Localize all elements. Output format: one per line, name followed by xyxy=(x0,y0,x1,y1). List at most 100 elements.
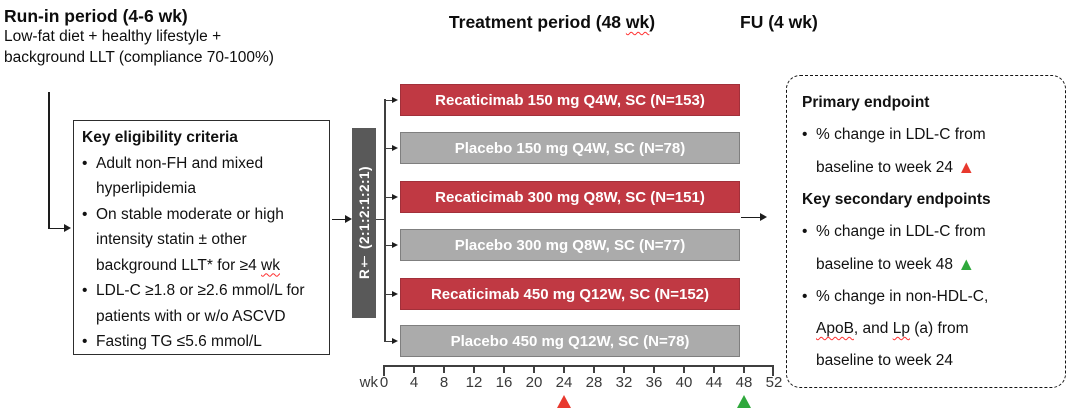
bullet-icon: • xyxy=(802,223,808,240)
arm-bar-recaticimab-150: Recaticimab 150 mg Q4W, SC (N=153) xyxy=(400,84,740,116)
eligibility-item-2: • On stable moderate or high intensity s… xyxy=(82,202,323,279)
primary-endpoint-line-1: % change in LDL-C from xyxy=(816,126,986,143)
eligibility-to-randomization-line xyxy=(332,218,346,221)
axis-tick xyxy=(653,365,655,373)
runin-connector-vertical-line xyxy=(48,92,50,229)
branch-arrowhead-icon xyxy=(392,144,398,151)
axis-tick-label: 52 xyxy=(765,374,783,391)
eligibility-item-1: • Adult non-FH and mixed hyperlipidemia xyxy=(82,151,323,202)
branch-line-arm-4 xyxy=(384,244,393,247)
branch-trunk-line xyxy=(384,99,386,342)
secondary-endpoints-title: Key secondary endpoints xyxy=(802,191,991,208)
green-triangle-icon: ▲ xyxy=(957,254,976,274)
axis-tick-label: 40 xyxy=(675,374,693,391)
bullet-icon: • xyxy=(82,333,88,350)
arm-bar-recaticimab-300: Recaticimab 300 mg Q8W, SC (N=151) xyxy=(400,181,740,213)
branch-line-arm-3 xyxy=(384,196,393,199)
runin-period-title: Run-in period (4-6 wk) xyxy=(4,6,188,26)
runin-connector-horizontal-line xyxy=(48,227,65,230)
bullet-icon: • xyxy=(82,154,88,172)
secondary-endpoint-2-line-2: ApoB, and Lp (a) from xyxy=(816,320,969,337)
branch-arrowhead-icon xyxy=(392,193,398,200)
red-triangle-icon: ▲ xyxy=(957,157,976,177)
branch-stub-line xyxy=(376,218,385,221)
branch-arrowhead-icon xyxy=(392,337,398,344)
axis-tick xyxy=(623,365,625,373)
eligibility-item-4: • Fasting TG ≤5.6 mmol/L xyxy=(82,329,323,355)
secondary-endpoint-2-line-3: baseline to week 24 xyxy=(816,352,954,369)
randomization-label: R† (2:1:2:1:2:1) xyxy=(356,166,372,280)
runin-sub-line1: Low-fat diet + healthy lifestyle + xyxy=(4,28,222,45)
eligibility-item-2-line-2: intensity statin ± other xyxy=(96,231,247,248)
axis-unit-label: wk xyxy=(359,374,378,391)
endpoints-box: Primary endpoint • % change in LDL-C fro… xyxy=(786,75,1066,388)
primary-endpoint-item: • % change in LDL-C from baseline to wee… xyxy=(802,119,1055,184)
secondary-endpoint-item-2: • % change in non-HDL-C, ApoB, and Lp (a… xyxy=(802,281,1055,377)
axis-tick-label: 12 xyxy=(465,374,483,391)
arm-label: Recaticimab 150 mg Q4W, SC (N=153) xyxy=(435,91,705,109)
axis-tick-label: 48 xyxy=(735,374,753,391)
secondary-endpoint-2-line-1: % change in non-HDL-C, xyxy=(816,288,989,305)
arm-label: Recaticimab 450 mg Q12W, SC (N=152) xyxy=(430,285,710,303)
axis-tick-label: 8 xyxy=(439,374,449,391)
branch-arrowhead-icon xyxy=(392,96,398,103)
arm-bar-placebo-300: Placebo 300 mg Q8W, SC (N=77) xyxy=(400,229,740,261)
axis-tick-label: 44 xyxy=(705,374,723,391)
axis-tick-label: 28 xyxy=(585,374,603,391)
branch-arrowhead-icon xyxy=(392,290,398,297)
secondary-endpoint-item-1: • % change in LDL-C from baseline to wee… xyxy=(802,216,1055,281)
arm-bar-placebo-150: Placebo 150 mg Q4W, SC (N=78) xyxy=(400,132,740,164)
arm-bar-recaticimab-450: Recaticimab 450 mg Q12W, SC (N=152) xyxy=(400,278,740,310)
eligibility-item-2-line-1: On stable moderate or high xyxy=(96,205,284,223)
axis-tick xyxy=(563,365,565,373)
week-axis-line xyxy=(383,365,774,367)
branch-arrowhead-icon xyxy=(392,241,398,248)
axis-tick xyxy=(593,365,595,373)
eligibility-criteria-box: Key eligibility criteria • Adult non-FH … xyxy=(73,120,330,355)
primary-endpoint-title: Primary endpoint xyxy=(802,94,930,111)
branch-line-arm-2 xyxy=(384,147,393,150)
eligibility-item-4-line-1: Fasting TG ≤5.6 mmol/L xyxy=(96,333,262,350)
axis-tick-label: 0 xyxy=(379,374,389,391)
axis-tick xyxy=(772,365,774,376)
randomization-bar: R† (2:1:2:1:2:1) xyxy=(352,128,376,318)
eligibility-item-1-line-2: hyperlipidemia xyxy=(96,180,196,197)
primary-endpoint-week24-marker-icon xyxy=(557,395,571,408)
secondary-endpoint-week48-marker-icon xyxy=(737,395,751,408)
axis-tick-label: 16 xyxy=(495,374,513,391)
axis-tick-label: 32 xyxy=(615,374,633,391)
axis-tick xyxy=(683,365,685,373)
eligibility-item-2-line-3: background LLT* for ≥4 wk xyxy=(96,256,280,274)
eligibility-item-3: • LDL-C ≥1.8 or ≥2.6 mmol/L for patients… xyxy=(82,278,323,329)
branch-line-arm-1 xyxy=(384,99,393,102)
eligibility-item-1-line-1: Adult non-FH and mixed xyxy=(96,154,264,172)
eligibility-to-randomization-arrowhead-icon xyxy=(345,215,352,223)
axis-tick xyxy=(503,365,505,373)
axis-tick xyxy=(473,365,475,373)
arm-label: Placebo 300 mg Q8W, SC (N=77) xyxy=(454,236,686,254)
axis-tick-label: 24 xyxy=(555,374,573,391)
arm-label: Placebo 150 mg Q4W, SC (N=78) xyxy=(454,139,686,157)
axis-tick xyxy=(533,365,535,373)
bullet-icon: • xyxy=(82,205,88,223)
arms-to-endpoints-line xyxy=(741,216,761,219)
primary-endpoint-line-2: baseline to week 24 ▲ xyxy=(816,157,976,177)
arms-to-endpoints-arrowhead-icon xyxy=(760,213,767,221)
secondary-endpoint-1-line-1: % change in LDL-C from xyxy=(816,223,986,240)
branch-line-arm-6 xyxy=(384,340,393,343)
eligibility-item-3-line-2: patients with or w/o ASCVD xyxy=(96,307,286,325)
bullet-icon: • xyxy=(802,288,808,305)
axis-tick xyxy=(383,365,385,376)
axis-tick-label: 20 xyxy=(525,374,543,391)
runin-sub-line2: background LLT (compliance 70-100%) xyxy=(4,49,274,66)
axis-tick-label: 4 xyxy=(409,374,419,391)
eligibility-title: Key eligibility criteria xyxy=(82,129,238,146)
fu-period-title: FU (4 wk) xyxy=(740,12,818,32)
eligibility-item-3-line-1: LDL-C ≥1.8 or ≥2.6 mmol/L for xyxy=(96,282,305,299)
axis-tick xyxy=(413,365,415,373)
arm-bar-placebo-450: Placebo 450 mg Q12W, SC (N=78) xyxy=(400,325,740,357)
axis-tick-label: 36 xyxy=(645,374,663,391)
branch-line-arm-5 xyxy=(384,293,393,296)
axis-tick xyxy=(713,365,715,373)
